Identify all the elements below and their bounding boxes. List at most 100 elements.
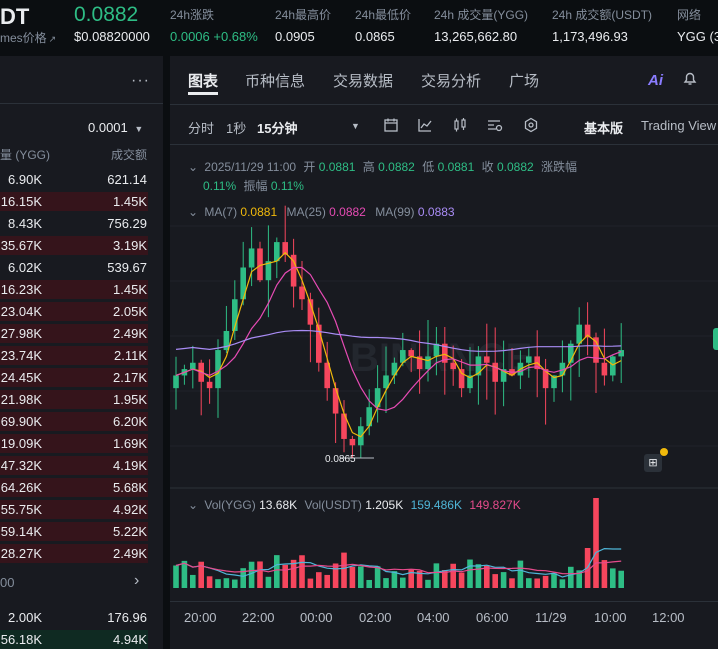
candle-body <box>425 356 431 370</box>
tab-chart[interactable]: 图表 <box>188 73 219 90</box>
volume-bar <box>517 560 524 588</box>
ask-row[interactable]: 23.04K 2.05K <box>0 300 163 322</box>
ask-row[interactable]: 16.23K 1.45K <box>0 278 163 300</box>
collapse-icon[interactable]: ⌄ <box>188 205 199 219</box>
tab-coin-info[interactable]: 币种信息 <box>245 73 306 90</box>
volume-bar <box>274 555 280 588</box>
view-tradingview[interactable]: Trading View <box>641 118 717 133</box>
bid-row[interactable]: 56.18K 4.94K <box>0 628 163 649</box>
volume-bar <box>248 561 255 588</box>
view-basic[interactable]: 基本版 <box>584 121 624 136</box>
ask-row[interactable]: 47.32K 4.19K <box>0 454 163 476</box>
candle-body <box>240 267 246 300</box>
ask-row[interactable]: 6.90K 621.14 <box>0 168 163 190</box>
time-axis-label: 04:00 <box>417 610 450 625</box>
ohlc-legend-2: 0.11% 振幅 0.11% <box>203 177 304 194</box>
bid-total: 176.96 <box>107 610 147 625</box>
volume-bar <box>358 566 364 588</box>
stat-turnover-label: 24h 成交额(USDT) <box>552 8 653 22</box>
depth-bar <box>0 324 148 343</box>
ask-row[interactable]: 59.14K 5.22K <box>0 520 163 542</box>
calendar-icon[interactable] <box>383 117 399 138</box>
volume-bar <box>551 573 557 588</box>
chevron-right-icon[interactable]: › <box>134 572 140 589</box>
mid-price[interactable]: 00 <box>0 575 15 590</box>
precision-select[interactable]: 0.0001 ▼ <box>88 120 143 135</box>
interval-timeline[interactable]: 分时 <box>188 121 215 136</box>
indicator-icon[interactable] <box>417 117 433 138</box>
caret-down-icon[interactable]: ▼ <box>351 121 360 131</box>
open-label: 开 <box>303 160 316 174</box>
low-value: 0.0881 <box>437 160 475 174</box>
symbol-fragment[interactable]: DT <box>0 4 30 29</box>
ask-row[interactable]: 21.98K 1.95K <box>0 388 163 410</box>
depth-bar <box>0 630 148 649</box>
stat-network-value[interactable]: YGG (3 <box>677 29 718 44</box>
ma25-value: 0.0882 <box>329 205 366 219</box>
ask-row[interactable]: 28.27K 2.49K <box>0 542 163 564</box>
ask-row[interactable]: 64.26K 5.68K <box>0 476 163 498</box>
more-dots-icon[interactable]: ··· <box>131 72 150 89</box>
col-total-header: 成交额 <box>110 148 147 162</box>
volume-bar <box>534 578 540 588</box>
ask-qty: 24.45K <box>0 370 42 385</box>
collapse-icon[interactable]: ⌄ <box>188 498 199 512</box>
candle-body <box>618 350 624 357</box>
depth-bar <box>0 522 148 541</box>
tab-square[interactable]: 广场 <box>509 73 540 90</box>
ai-icon[interactable]: Ai <box>648 72 663 89</box>
ask-row[interactable]: 35.67K 3.19K <box>0 234 163 256</box>
settings-icon[interactable] <box>523 117 539 138</box>
index-price-label-text: mes价格 <box>0 31 47 45</box>
interval-15m[interactable]: 15分钟 <box>257 121 298 136</box>
depth-bar <box>0 236 148 255</box>
ask-row[interactable]: 6.02K 539.67 <box>0 256 163 278</box>
replay-icon[interactable]: ⊞ <box>644 454 662 472</box>
time-axis-label: 22:00 <box>242 610 275 625</box>
candle-type-icon[interactable] <box>452 117 468 138</box>
ask-row[interactable]: 69.90K 6.20K <box>0 410 163 432</box>
ask-row[interactable]: 24.45K 2.17K <box>0 366 163 388</box>
candle-body <box>332 388 339 414</box>
ask-qty: 47.32K <box>0 458 42 473</box>
ask-row[interactable]: 8.43K 756.29 <box>0 212 163 234</box>
interval-1s[interactable]: 1秒 <box>226 121 247 136</box>
ohlc-date: 2025/11/29 11:00 <box>204 160 297 174</box>
candle-body <box>391 362 398 376</box>
ask-qty: 28.27K <box>0 546 42 561</box>
ask-qty: 19.09K <box>0 436 42 451</box>
volume-bar <box>593 498 599 588</box>
time-axis-label: 06:00 <box>476 610 509 625</box>
index-price-label[interactable]: mes价格 ↗ <box>0 29 56 46</box>
last-price: 0.0882 <box>74 3 139 26</box>
ask-total: 3.19K <box>113 238 147 253</box>
volume-bar <box>383 578 389 588</box>
bid-row[interactable]: 2.00K 176.96 <box>0 606 163 628</box>
ask-row[interactable]: 19.09K 1.69K <box>0 432 163 454</box>
ask-row[interactable]: 16.15K 1.45K <box>0 190 163 212</box>
ask-total: 1.69K <box>113 436 147 451</box>
ask-total: 539.67 <box>107 260 147 275</box>
ask-row[interactable]: 55.75K 4.92K <box>0 498 163 520</box>
bell-icon[interactable] <box>682 70 698 91</box>
ask-row[interactable]: 27.98K 2.49K <box>0 322 163 344</box>
usd-price: $0.08820000 <box>74 29 150 44</box>
volume-bar <box>559 579 566 588</box>
tab-trade-analysis[interactable]: 交易分析 <box>421 73 482 90</box>
candle-body <box>290 254 297 287</box>
market-header: DT 0.0882 mes价格 ↗ $0.08820000 24h涨跌 0.000… <box>0 0 718 52</box>
change-value: 0.11% <box>203 179 237 193</box>
drawing-tools-icon[interactable] <box>486 117 504 138</box>
candle-body <box>442 343 448 363</box>
depth-bar <box>0 368 148 387</box>
low-label: 低 <box>422 160 435 174</box>
ask-total: 2.49K <box>113 326 147 341</box>
collapse-icon[interactable]: ⌄ <box>188 160 199 174</box>
tab-trade-data[interactable]: 交易数据 <box>333 73 394 90</box>
ask-qty: 55.75K <box>0 502 42 517</box>
ask-row[interactable]: 23.74K 2.11K <box>0 344 163 366</box>
candle-body <box>341 413 347 439</box>
stat-volume-label: 24h 成交量(YGG) <box>434 8 529 22</box>
volume-bar <box>324 574 330 588</box>
